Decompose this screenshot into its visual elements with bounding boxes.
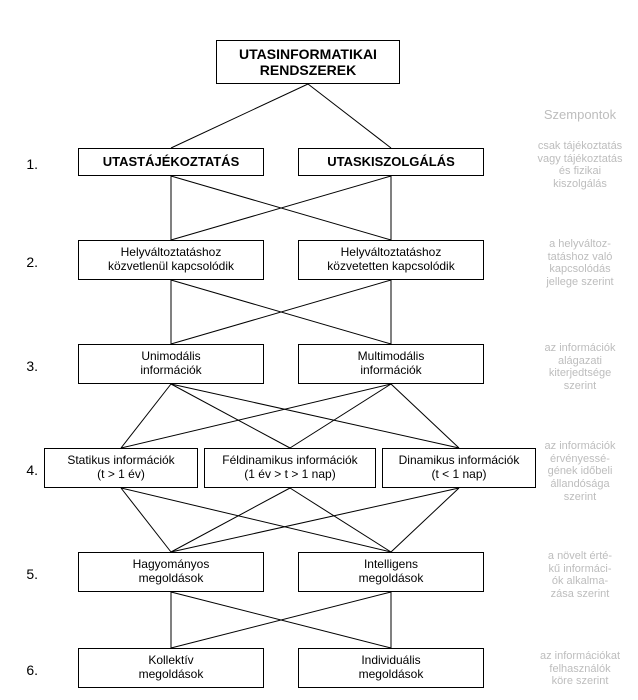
node-2a: Helyváltoztatáshoz közvetlenül kapcsolód… — [78, 240, 264, 280]
node-2b-line1: Helyváltoztatáshoz — [341, 246, 442, 260]
node-2b: Helyváltoztatáshoz közvetetten kapcsolód… — [298, 240, 484, 280]
node-5a: Hagyományos megoldások — [78, 552, 264, 592]
node-2a-line2: közvetlenül kapcsolódik — [108, 260, 234, 274]
node-1a: UTASTÁJÉKOZTATÁS — [78, 148, 264, 176]
node-6b-line1: Individuális — [361, 654, 420, 668]
criteria-4-line1: az információk — [545, 440, 616, 452]
node-1a-line1: UTASTÁJÉKOZTATÁS — [103, 155, 240, 170]
criteria-label-4: az információk érvényessé- gének időbeli… — [528, 440, 632, 503]
node-3a-line1: Unimodális — [141, 350, 200, 364]
criteria-label-1: csak tájékoztatás vagy tájékoztatás és f… — [528, 140, 632, 191]
criteria-label-3: az információk alágazati kiterjedtsége s… — [528, 342, 632, 393]
node-4b-line1: Féldinamikus információk — [222, 454, 357, 468]
criteria-5-line1: a növelt érté- — [548, 550, 612, 562]
criteria-4-line5: szerint — [564, 491, 596, 503]
node-5a-line1: Hagyományos — [133, 558, 210, 572]
node-3a-line2: információk — [140, 364, 201, 378]
criteria-2-line1: a helyváltoz- — [549, 238, 611, 250]
criteria-3-line2: alágazati — [558, 355, 602, 367]
node-4a-line2: (t > 1 év) — [97, 468, 145, 482]
node-4b-line2: (1 év > t > 1 nap) — [244, 468, 335, 482]
node-5a-line2: megoldások — [139, 572, 204, 586]
row-number-2: 2. — [18, 254, 38, 270]
criteria-4-line2: érvényessé- — [550, 453, 610, 465]
criteria-5-line3: ók alkalma- — [552, 575, 608, 587]
node-1b-line1: UTASKISZOLGÁLÁS — [327, 155, 455, 170]
criteria-6-line2: felhasználók — [549, 663, 610, 675]
node-4c-line1: Dinamikus információk — [399, 454, 520, 468]
node-3b-line2: információk — [360, 364, 421, 378]
node-6a: Kollektív megoldások — [78, 648, 264, 688]
node-root-line2: RENDSZEREK — [260, 62, 356, 78]
node-3b: Multimodális információk — [298, 344, 484, 384]
node-1b: UTASKISZOLGÁLÁS — [298, 148, 484, 176]
criteria-label-2: a helyváltoz- tatáshoz való kapcsolódás … — [528, 238, 632, 289]
row-number-1: 1. — [18, 156, 38, 172]
node-3b-line1: Multimodális — [358, 350, 425, 364]
node-6b-line2: megoldások — [359, 668, 424, 682]
node-2b-line2: közvetetten kapcsolódik — [327, 260, 454, 274]
criteria-1-line3: és fizikai — [559, 165, 601, 177]
node-4c: Dinamikus információk (t < 1 nap) — [382, 448, 536, 488]
criteria-2-line3: kapcsolódás — [549, 263, 610, 275]
row-number-4: 4. — [18, 462, 38, 478]
node-2a-line1: Helyváltoztatáshoz — [121, 246, 222, 260]
criteria-label-5: a növelt érté- kű informáci- ók alkalma-… — [528, 550, 632, 601]
node-5b: Intelligens megoldások — [298, 552, 484, 592]
node-4b: Féldinamikus információk (1 év > t > 1 n… — [204, 448, 376, 488]
criteria-1-line2: vagy tájékoztatás — [538, 153, 623, 165]
criteria-1-line4: kiszolgálás — [553, 178, 607, 190]
criteria-2-line4: jellege szerint — [546, 276, 613, 288]
criteria-1-line1: csak tájékoztatás — [538, 140, 622, 152]
criteria-4-line4: állandósága — [550, 478, 609, 490]
criteria-3-line4: szerint — [564, 380, 596, 392]
node-5b-line1: Intelligens — [364, 558, 418, 572]
node-4a-line1: Statikus információk — [67, 454, 174, 468]
node-3a: Unimodális információk — [78, 344, 264, 384]
node-4a: Statikus információk (t > 1 év) — [44, 448, 198, 488]
criteria-2-line2: tatáshoz való — [548, 251, 613, 263]
criteria-3-line3: kiterjedtsége — [549, 367, 611, 379]
node-6b: Individuális megoldások — [298, 648, 484, 688]
node-5b-line2: megoldások — [359, 572, 424, 586]
node-root: UTASINFORMATIKAI RENDSZEREK — [216, 40, 400, 84]
row-number-5: 5. — [18, 566, 38, 582]
node-6a-line2: megoldások — [139, 668, 204, 682]
criteria-label-6: az információkat felhasználók köre szeri… — [528, 650, 632, 688]
criteria-3-line1: az információk — [545, 342, 616, 354]
criteria-6-line1: az információkat — [540, 650, 620, 662]
node-6a-line1: Kollektív — [148, 654, 193, 668]
criteria-5-line4: zása szerint — [551, 588, 610, 600]
node-4c-line2: (t < 1 nap) — [431, 468, 486, 482]
criteria-6-line3: köre szerint — [552, 675, 609, 687]
node-root-line1: UTASINFORMATIKAI — [239, 46, 377, 62]
criteria-4-line3: gének időbeli — [548, 465, 613, 477]
criteria-5-line2: kű informáci- — [549, 563, 612, 575]
row-number-6: 6. — [18, 662, 38, 678]
row-number-3: 3. — [18, 358, 38, 374]
criteria-header: Szempontok — [528, 108, 632, 123]
